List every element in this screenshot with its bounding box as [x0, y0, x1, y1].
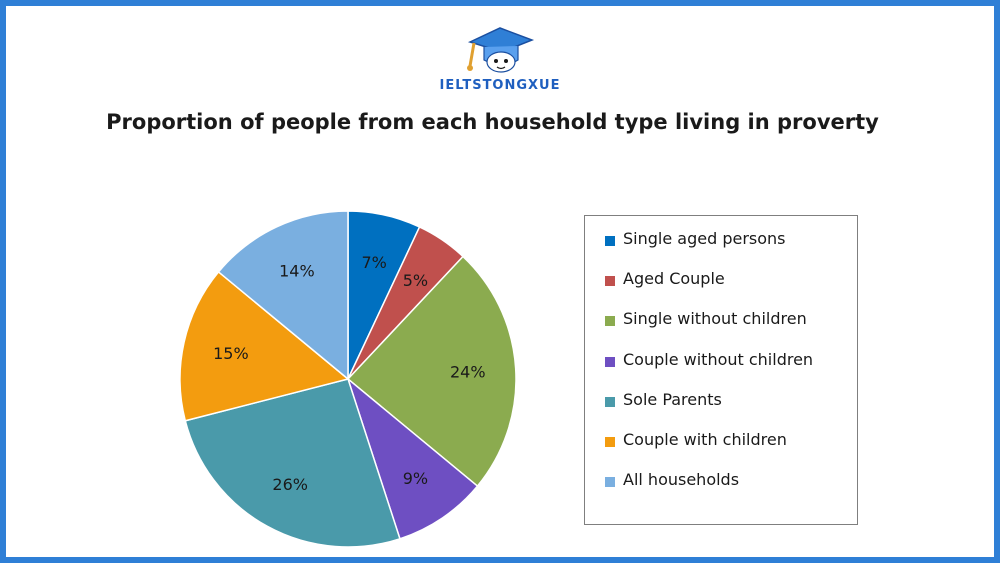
graduation-cap-mascot-icon [467, 27, 535, 73]
chart-legend: Single aged persons Aged Couple Single wit… [584, 215, 858, 525]
legend-item: Single without children [585, 309, 857, 349]
legend-item: Sole Parents [585, 390, 857, 430]
legend-swatch [605, 356, 615, 367]
legend-item: Couple with children [585, 430, 857, 470]
legend-label: All households [623, 470, 740, 490]
pie-slice-sole-parents [184, 378, 401, 548]
legend-swatch [605, 396, 615, 407]
legend-label: Single aged persons [623, 229, 786, 248]
legend-label: Single without children [623, 309, 807, 329]
legend-label: Aged Couple [623, 269, 725, 289]
legend-item: Aged Couple [585, 269, 857, 309]
pie-slice-couple-without-children [346, 376, 479, 540]
brand-name: IELTSTONGXUE [439, 78, 561, 93]
pie-slice-label: 9% [403, 469, 428, 488]
pie-slice-label: 15% [213, 344, 249, 363]
legend-item: Single aged persons [585, 229, 857, 269]
legend-item: Couple without children [585, 350, 857, 390]
pie-slice-all-households [217, 210, 349, 381]
legend-item: All households [585, 470, 857, 510]
legend-label: Couple with children [623, 429, 787, 449]
pie-slice-label: 24% [450, 362, 486, 381]
pie-slice-single-without-children [346, 255, 517, 488]
legend-label: Sole Parents [623, 389, 722, 409]
pie-slice-couple-with-children [179, 270, 350, 422]
legend-swatch [605, 436, 615, 447]
chart-title: Proportion of people from each household… [106, 110, 879, 134]
legend-swatch [605, 236, 615, 246]
pie-slice-label: 5% [403, 271, 428, 290]
legend-label: Couple without children [623, 349, 814, 369]
legend-swatch [605, 477, 615, 488]
pie-slice-label: 26% [272, 475, 308, 494]
pie-slice-label: 14% [279, 261, 315, 280]
legend-swatch [605, 316, 615, 327]
pie-slice-label: 7% [361, 253, 386, 272]
legend-swatch [605, 276, 615, 287]
